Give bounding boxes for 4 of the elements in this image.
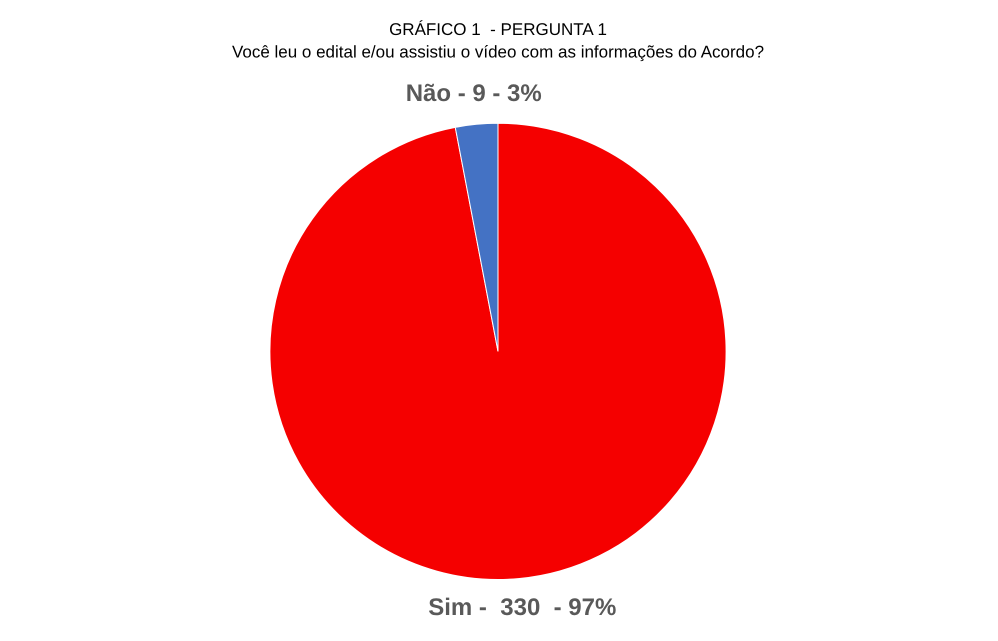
chart-title: GRÁFICO 1 - PERGUNTA 1 xyxy=(389,20,607,39)
chart-subtitle: Você leu o edital e/ou assistiu o vídeo com as informações do Acordo? xyxy=(232,42,764,62)
slice-label: Não - 9 - 3% xyxy=(406,80,542,108)
slice-label: Sim - 330 - 97% xyxy=(428,594,616,621)
